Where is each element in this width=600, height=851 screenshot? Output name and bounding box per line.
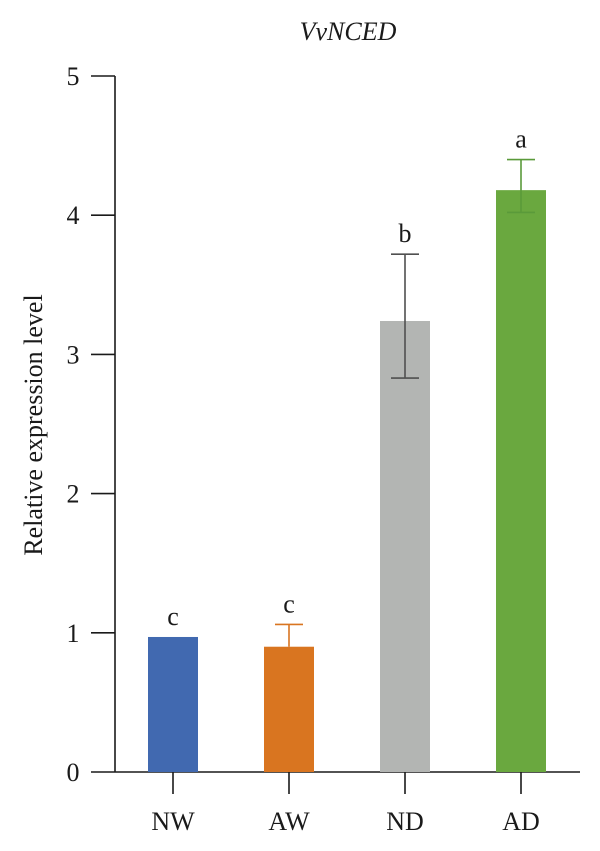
bar [148,636,198,772]
y-tick-label: 1 [67,619,80,648]
x-tick-label: AW [268,807,310,836]
y-tick-label: 2 [67,480,80,509]
x-tick-label: AD [502,807,540,836]
y-tick-label: 3 [67,340,80,369]
significance-labels: c c b a [167,125,527,631]
y-tick-label: 0 [67,758,80,787]
significance-label: b [399,219,412,248]
x-axis: NW AW ND AD [115,771,580,836]
significance-label: a [515,125,527,154]
chart-title: VvNCED [300,17,397,46]
y-axis-title: Relative expression level [19,294,48,555]
significance-label: c [283,589,295,618]
x-tick-label: NW [151,807,195,836]
bar [380,320,430,772]
bar [264,646,314,772]
y-tick-label: 4 [67,201,80,230]
error-bars [275,158,535,647]
bars [148,190,546,773]
x-tick-label: ND [386,807,424,836]
bar [496,190,546,773]
y-tick-label: 5 [67,62,80,91]
significance-label: c [167,602,179,631]
y-axis: 0 1 2 3 4 5 [67,62,116,787]
